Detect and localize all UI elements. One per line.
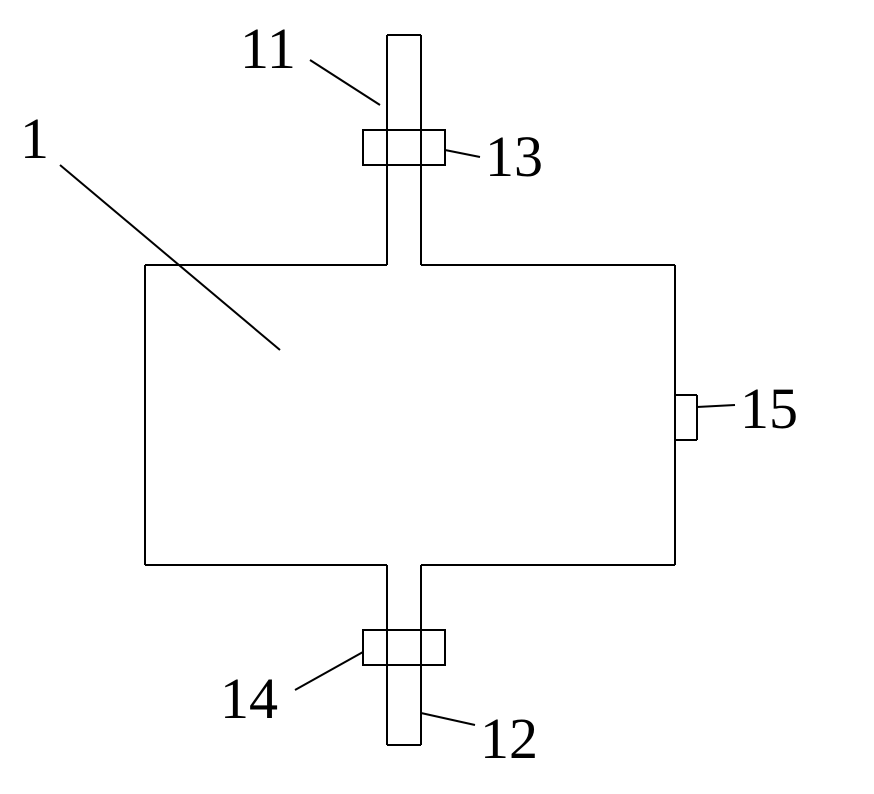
leader-line-14: [295, 652, 363, 690]
right-connector: [675, 395, 697, 440]
leader-line-12: [421, 713, 475, 725]
top-stub: [387, 35, 421, 265]
leader-lines: [60, 60, 735, 725]
leader-line-13: [445, 150, 480, 157]
leader-line-1: [60, 165, 280, 350]
label-15: 15: [740, 375, 798, 442]
top-connector: [363, 130, 445, 165]
leader-line-11: [310, 60, 380, 105]
label-11: 11: [240, 15, 296, 82]
main-body: [145, 265, 675, 565]
bottom-stub: [387, 565, 421, 745]
bottom-connector: [363, 630, 445, 665]
label-14: 14: [220, 665, 278, 732]
label-12: 12: [480, 705, 538, 772]
leader-line-15: [697, 405, 735, 407]
label-1: 1: [20, 105, 49, 172]
diagram-container: 1 11 13 15 14 12: [0, 0, 874, 794]
label-13: 13: [485, 123, 543, 190]
